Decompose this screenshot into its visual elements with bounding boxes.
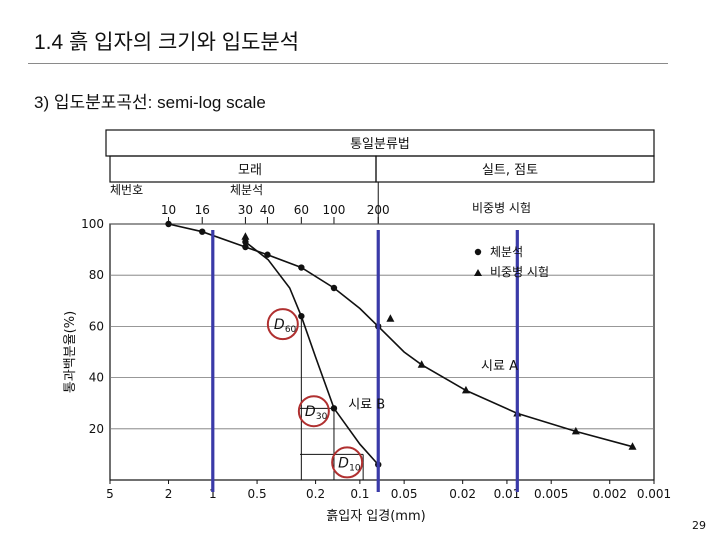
x-tick-label: 0.1 (350, 487, 369, 501)
sieve-point-series-a (264, 251, 271, 258)
header-classification-text: 통일분류법 (350, 137, 410, 152)
sieve-number-30: 30 (238, 203, 253, 217)
highlight-circle-d60 (266, 308, 299, 341)
annotation-d10-subscript: 10 (349, 463, 361, 473)
header-silt-box (375, 155, 655, 183)
sieve-number-40: 40 (260, 203, 275, 217)
x-axis-label: 흙입자 입경(mm) (326, 509, 425, 524)
header-sand-text: 모래 (238, 163, 262, 178)
y-tick-label: 40 (89, 371, 104, 385)
slide-title: 1.4 흙 입자의 크기와 입도분석 (34, 31, 300, 54)
y-tick-label: 80 (89, 268, 104, 282)
sieve-point-series-b (242, 238, 249, 246)
sieve-point-series-a (298, 264, 305, 271)
legend-sieve-label: 체분석 (490, 245, 523, 259)
sieve-number-label: 체번호 (110, 183, 143, 197)
plot-area-frame (109, 223, 655, 481)
sieve-point-series-a (242, 243, 249, 251)
hydrometer-point-series-a (386, 314, 395, 322)
hydrometer-point-series-a (628, 442, 637, 450)
header-silt-clay-text: 실트, 점토 (482, 163, 538, 178)
hydrometer-point-series-a (461, 385, 470, 394)
sieve-number-10: 10 (161, 203, 176, 217)
legend-hydrometer-label: 비중병 시험 (490, 265, 549, 279)
x-tick-label: 0.005 (534, 487, 568, 501)
y-tick-label: 20 (89, 422, 104, 436)
slide-subtitle: 3) 입도분포곡선: semi-log scale (34, 93, 266, 112)
curve-series-a (168, 223, 633, 448)
x-tick-label: 0.5 (248, 487, 267, 501)
legend-circle-marker (474, 248, 482, 256)
sieve-point-series-a (330, 284, 338, 292)
curve-series-b (244, 241, 379, 466)
annotation-d30-subscript: 30 (316, 412, 328, 422)
y-tick-label: 60 (89, 319, 104, 333)
x-tick-label: 1 (209, 487, 217, 501)
title-divider (28, 63, 668, 64)
x-tick-label: 0.2 (306, 487, 325, 501)
hydrometer-header-label: 비중병 시험 (472, 201, 531, 215)
grain-size-distribution-chart: 통일분류법 모래 실트, 점토 체번호 체분석 비중병 시험 10 16 30 40 6… (63, 129, 671, 524)
sieve-number-16: 16 (195, 203, 210, 217)
y-axis-label: 통과백분율(%) (63, 311, 78, 393)
highlight-circle-d10 (331, 446, 364, 479)
sieve-number-100: 100 (323, 203, 346, 217)
x-tick-label: 0.02 (449, 487, 476, 501)
legend-triangle-marker (474, 269, 482, 276)
x-tick-label: 0.05 (391, 487, 418, 501)
sieve-number-60: 60 (294, 203, 309, 217)
x-tick-label: 0.001 (637, 487, 671, 501)
series-label-a: 시료 A (481, 359, 518, 374)
x-tick-label: 0.002 (593, 487, 627, 501)
sieve-point-series-b (330, 405, 338, 412)
sieve-point-series-b (298, 312, 305, 320)
highlight-circle-d30 (297, 395, 330, 428)
series-label-b: 시료 B (348, 397, 385, 412)
annotation-d60-subscript: 60 (285, 325, 297, 335)
x-tick-label: 2 (165, 487, 173, 501)
annotation-d30: D (305, 404, 316, 420)
hydrometer-point-series-a (417, 360, 426, 368)
hydrometer-point-series-a (571, 426, 580, 435)
sieve-point-series-a (165, 220, 172, 228)
sieve-analysis-label: 체분석 (230, 183, 263, 197)
hydrometer-point-series-b (241, 232, 250, 240)
x-tick-label: 5 (106, 487, 114, 501)
x-tick-label: 0.01 (494, 487, 521, 501)
sieve-point-series-a (199, 228, 206, 235)
annotation-d60: D (274, 317, 285, 333)
page-number: 29 (692, 519, 706, 532)
y-tick-label: 100 (81, 217, 104, 231)
annotation-d10: D (338, 455, 349, 471)
